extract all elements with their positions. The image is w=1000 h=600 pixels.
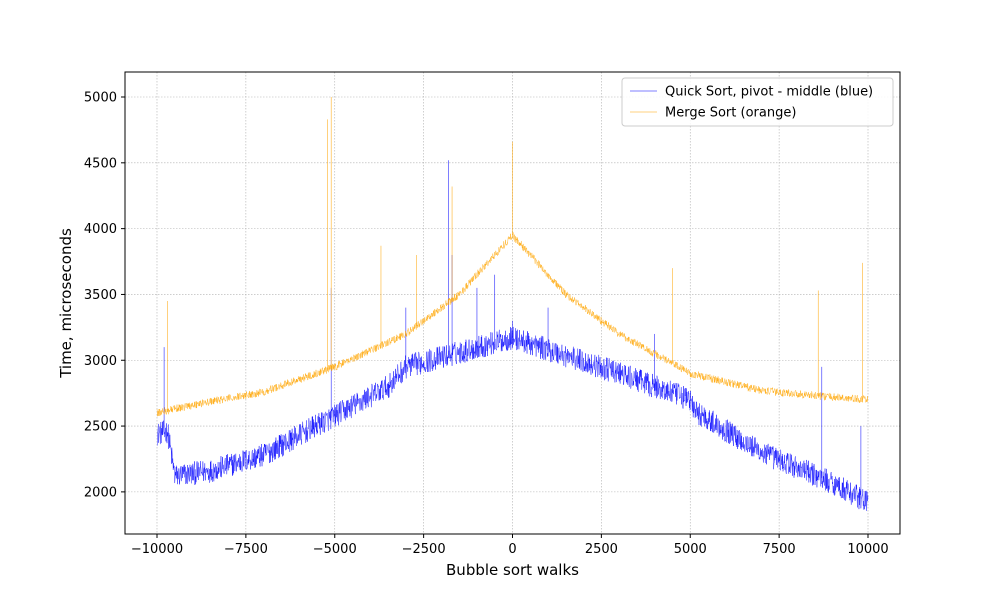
legend-label-quick-sort: Quick Sort, pivot - middle (blue): [665, 85, 873, 100]
x-tick-label: 0: [508, 542, 516, 557]
x-tick-label: 10000: [847, 542, 888, 557]
x-tick-label: −10000: [131, 542, 183, 557]
series-line-0: [156, 326, 869, 511]
legend-label-merge-sort: Merge Sort (orange): [665, 106, 796, 121]
x-tick-label: −5000: [313, 542, 357, 557]
series-layer: [156, 97, 869, 511]
y-tick-label: 3500: [84, 288, 117, 303]
y-tick-label: 5000: [84, 91, 117, 106]
x-axis-label: Bubble sort walks: [446, 561, 579, 579]
legend: Quick Sort, pivot - middle (blue) Merge …: [621, 77, 894, 127]
x-tick-label: 5000: [674, 542, 707, 557]
series-line-1: [156, 232, 869, 417]
y-tick-label: 4000: [84, 222, 117, 237]
y-tick-label: 2000: [84, 485, 117, 500]
x-tick-label: 7500: [763, 542, 796, 557]
x-tick-label: −7500: [224, 542, 268, 557]
y-tick-label: 3000: [84, 354, 117, 369]
y-axis-label: Time, microseconds: [57, 228, 75, 379]
x-tick-label: 2500: [585, 542, 618, 557]
y-tick-label: 4500: [84, 156, 117, 171]
ticks: −10000 −7500 −5000 −2500 0 2500 5000 7500 10000 2…: [84, 91, 889, 557]
legend-box: [621, 77, 894, 127]
x-tick-label: −2500: [402, 542, 446, 557]
y-tick-label: 2500: [84, 420, 117, 435]
